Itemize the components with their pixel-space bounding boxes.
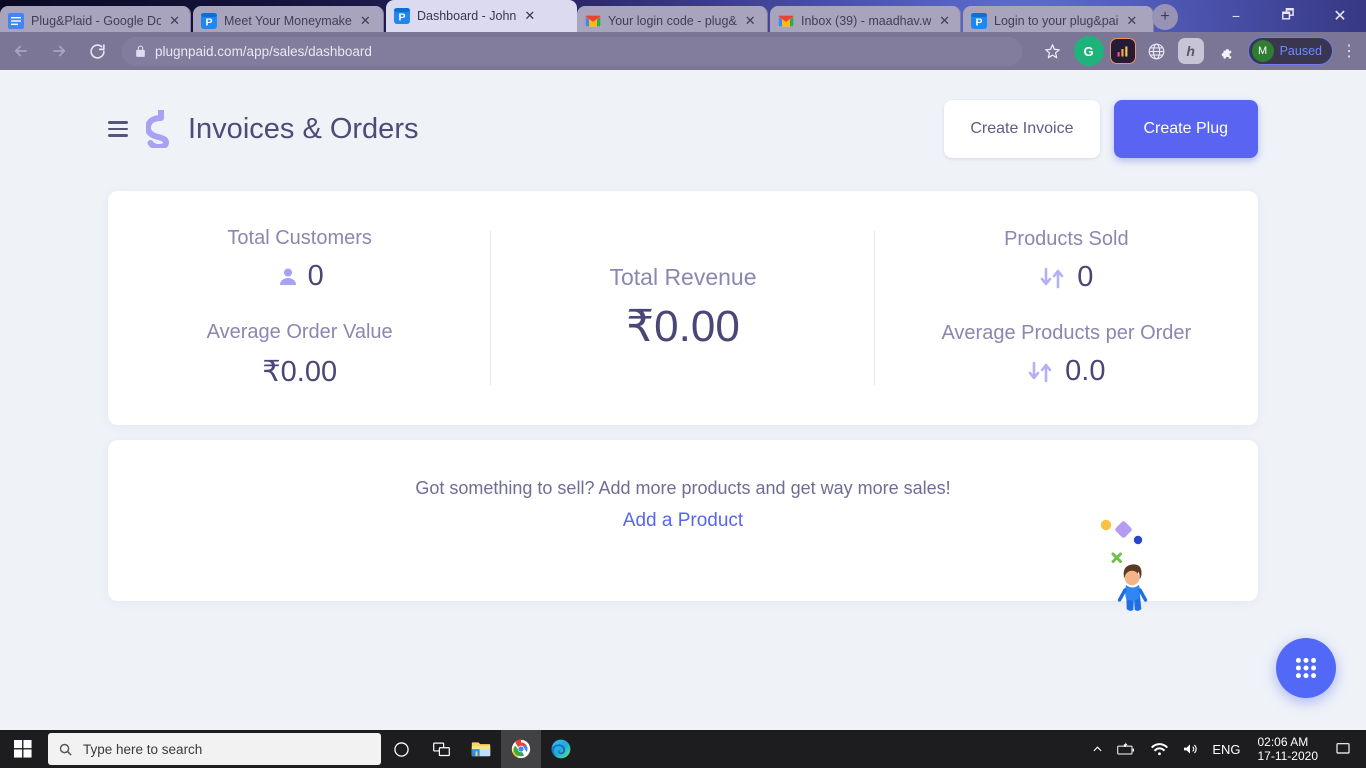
svg-text:P: P <box>398 12 405 24</box>
svg-text:P: P <box>975 16 982 28</box>
svg-text:P: P <box>205 16 212 28</box>
